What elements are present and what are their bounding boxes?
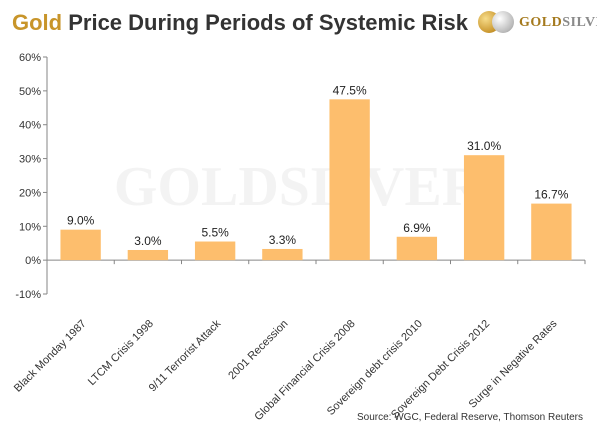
bar: [60, 229, 101, 261]
bar: [194, 241, 236, 261]
bar: [329, 99, 370, 261]
chart-title: Gold Price During Periods of Systemic Ri…: [12, 10, 468, 36]
bar: [396, 236, 438, 261]
bar: [262, 248, 303, 261]
chart-data-labels: 9.0% 3.0% 5.5% 3.3% 47.5% 6.9% 31.0% 16.7%: [67, 83, 569, 248]
logo-brand-silver: SILVER: [562, 15, 597, 30]
chart-axes: -10% 0% 10% 20% 30% 40% 50% 60%: [15, 52, 586, 301]
chart-bars: [60, 99, 572, 261]
category-label: 9/11 Terrorist Attack: [147, 317, 224, 394]
bar: [463, 155, 505, 261]
data-label: 47.5%: [333, 83, 367, 97]
y-tick-label: 0%: [25, 255, 41, 267]
y-tick-label: 30%: [19, 154, 41, 166]
bar: [531, 203, 572, 261]
y-tick-label: 10%: [19, 221, 41, 233]
y-tick-label: -10%: [15, 289, 41, 301]
watermark-text: GOLDSILVER: [114, 156, 483, 218]
logo-brand-gold: GOLD: [519, 15, 563, 30]
category-label: Black Monday 1987: [12, 318, 89, 395]
source-note: Source: WGC, Federal Reserve, Thomson Re…: [356, 412, 583, 423]
y-tick-label: 40%: [19, 120, 41, 132]
data-label: 31.0%: [467, 139, 501, 153]
data-label: 6.9%: [403, 221, 431, 235]
title-highlight: Gold: [12, 10, 63, 35]
data-label: 5.5%: [201, 226, 229, 240]
bar: [127, 249, 169, 261]
logo-brand-text: GOLDSILVER: [519, 15, 597, 31]
y-tick-label: 60%: [19, 52, 41, 64]
y-tick-label: 50%: [19, 86, 41, 98]
category-label: LTCM Crisis 1998: [86, 318, 156, 388]
silver-coin-icon: [492, 11, 514, 33]
data-label: 3.3%: [269, 233, 297, 247]
title-rest: Price During Periods of Systemic Risk: [62, 10, 469, 35]
data-label: 16.7%: [534, 188, 568, 202]
y-tick-label: 20%: [19, 187, 41, 199]
category-label: 2001 Recession: [226, 318, 290, 382]
data-label: 9.0%: [67, 214, 95, 228]
data-label: 3.0%: [134, 234, 162, 248]
